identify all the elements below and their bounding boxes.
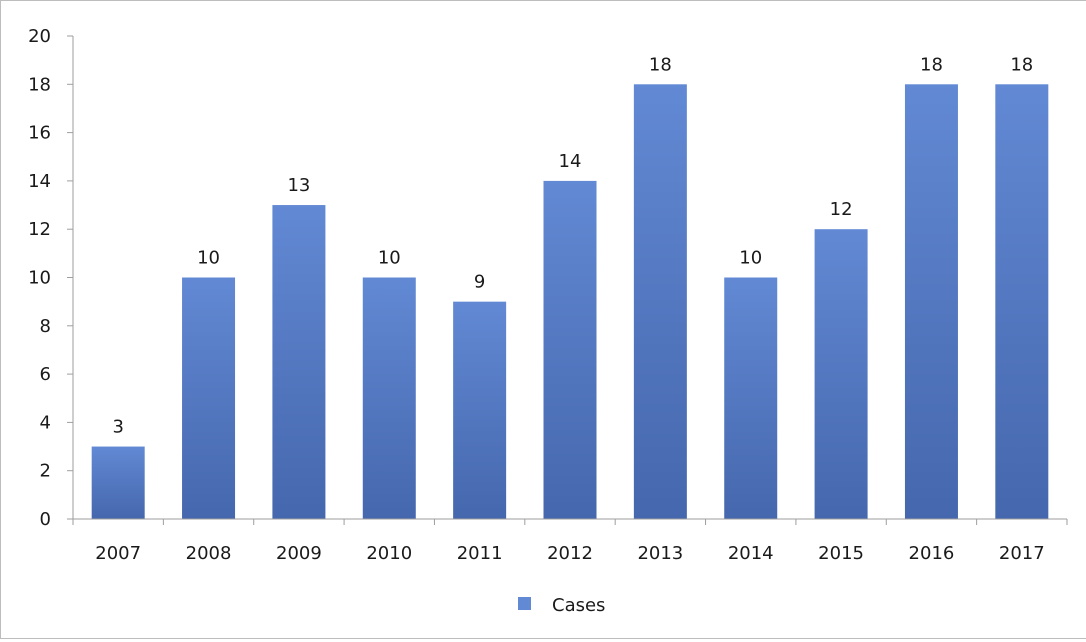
bar-2008	[182, 277, 236, 519]
x-tick-label-2015: 2015	[818, 543, 864, 564]
y-tick-label: 4	[40, 412, 51, 433]
bar-2012	[543, 180, 597, 519]
data-label-2011: 9	[474, 272, 485, 293]
y-tick-label: 8	[40, 316, 51, 337]
bar-2009	[272, 205, 326, 520]
x-tick-label-2010: 2010	[366, 543, 412, 564]
data-label-2010: 10	[378, 248, 401, 269]
bar-2017	[995, 84, 1049, 520]
bar-2013	[633, 84, 687, 520]
y-tick-label: 10	[28, 268, 51, 289]
y-tick-label: 2	[40, 461, 51, 482]
bar-2016	[904, 84, 958, 520]
bar-2007	[91, 446, 145, 519]
bar-2014	[724, 277, 778, 519]
x-tick-label-2012: 2012	[547, 543, 593, 564]
x-tick-label-2013: 2013	[637, 543, 683, 564]
legend-swatch	[518, 597, 531, 610]
y-tick-label: 0	[40, 509, 51, 530]
data-label-2007: 3	[112, 417, 123, 438]
data-label-2014: 10	[739, 248, 762, 269]
x-tick-label-2017: 2017	[999, 543, 1045, 564]
bar-2011	[453, 301, 507, 519]
x-tick-label-2007: 2007	[95, 543, 141, 564]
x-axis: 2007 2008 2009 2010 2011 2012 2013 2014 2015 2016…	[72, 518, 1068, 564]
y-tick-label: 16	[28, 123, 51, 144]
x-tick-label-2009: 2009	[276, 543, 322, 564]
y-tick-label: 14	[28, 171, 51, 192]
legend: Cases	[518, 595, 605, 616]
x-tick-label-2016: 2016	[909, 543, 955, 564]
bar-2010	[362, 277, 416, 519]
data-label-2008: 10	[197, 248, 220, 269]
data-label-2016: 18	[920, 54, 943, 75]
y-tick-label: 18	[28, 74, 51, 95]
y-tick-label: 12	[28, 219, 51, 240]
y-tick-label: 20	[28, 26, 51, 47]
data-label-2012: 14	[559, 151, 582, 172]
y-tick-label: 6	[40, 364, 51, 385]
data-label-2009: 13	[287, 175, 310, 196]
bars: 3 10 13 10 9 14 18 10 12 18 18	[91, 54, 1049, 520]
x-tick-label-2014: 2014	[728, 543, 774, 564]
legend-label: Cases	[552, 595, 605, 616]
x-tick-label-2008: 2008	[186, 543, 232, 564]
data-label-2017: 18	[1010, 54, 1033, 75]
bar-2015	[814, 229, 868, 519]
y-axis: 0 2 4 6 8 10 12 14 16 18 20	[28, 26, 74, 530]
data-label-2013: 18	[649, 54, 672, 75]
x-tick-label-2011: 2011	[457, 543, 503, 564]
data-label-2015: 12	[830, 199, 853, 220]
